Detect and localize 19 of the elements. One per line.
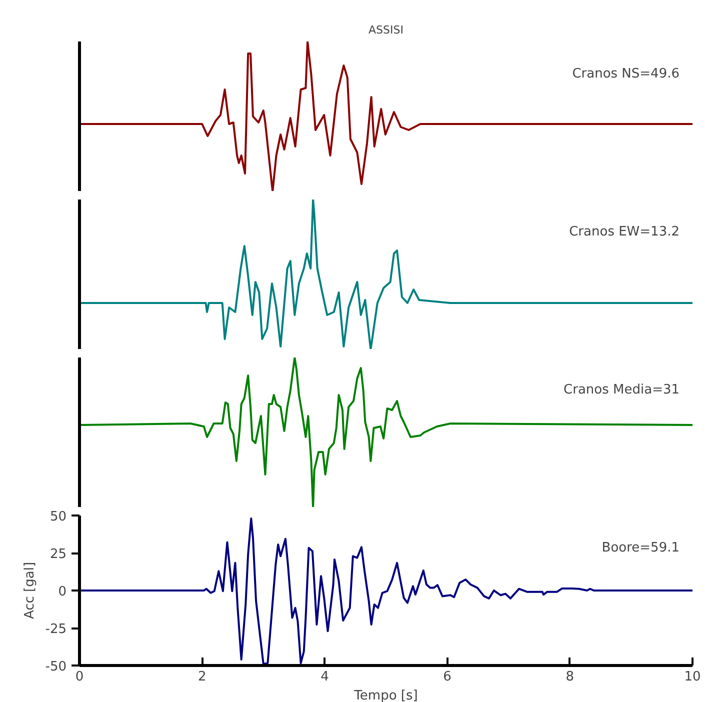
chart-title: ASSISI [368,24,404,36]
x-tick-label: 2 [198,670,206,684]
annotation: Cranos NS=49.6 [572,66,680,82]
x-tick-label: 6 [443,670,452,684]
y-axis-title: Acc [gal] [22,562,38,620]
y-tick-label: -50 [45,660,66,674]
annotation: Cranos Media=31 [564,382,680,398]
annotation: Boore=59.1 [602,540,680,556]
y-tick-label: -25 [45,622,66,637]
line-series [80,518,692,665]
x-axis-title: Tempo [s] [353,688,418,702]
annotation: Cranos EW=13.2 [569,224,680,240]
y-tick-label: 0 [58,584,67,600]
y-tick-label: 25 [50,547,67,562]
x-tick-label: 0 [75,670,84,684]
x-tick-label: 10 [684,670,701,684]
x-tick-label: 8 [566,670,574,684]
x-tick-label: 4 [320,670,329,684]
y-tick-label: 50 [50,510,67,524]
